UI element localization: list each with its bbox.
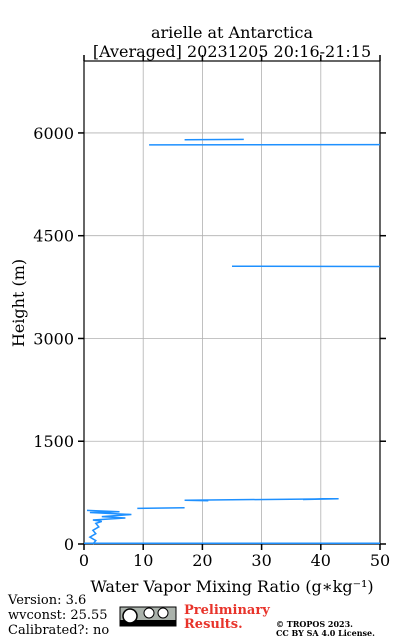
x-tick-label: 0 xyxy=(79,551,89,570)
y-tick-label: 3000 xyxy=(33,329,74,348)
copyright: © TROPOS 2023. xyxy=(276,619,353,629)
preliminary-note: Preliminary Results. xyxy=(184,603,274,632)
y-tick-label: 6000 xyxy=(33,124,74,143)
cc-badge xyxy=(119,606,177,627)
x-tick-label: 10 xyxy=(133,551,153,570)
license: CC BY SA 4.0 License. xyxy=(276,628,375,638)
y-axis-label: Height (m) xyxy=(9,259,28,347)
y-tick-label: 4500 xyxy=(33,227,74,246)
x-tick-label: 20 xyxy=(192,551,212,570)
y-tick-label: 0 xyxy=(64,535,74,554)
version: Version: 3.6 xyxy=(7,593,86,608)
calibrated: Calibrated?: no xyxy=(8,623,109,638)
y-tick-label: 1500 xyxy=(33,432,74,451)
chart-title: arielle at Antarctica xyxy=(151,23,314,42)
x-tick-label: 40 xyxy=(311,551,331,570)
profile-line xyxy=(84,138,381,545)
x-tick-label: 50 xyxy=(370,551,390,570)
plot-frame xyxy=(83,60,381,545)
chart-subtitle: [Averaged] 20231205 20:16-21:15 xyxy=(93,42,371,61)
wvconst: wvconst: 25.55 xyxy=(8,608,108,623)
x-axis-label: Water Vapor Mixing Ratio (g∗kg⁻¹) xyxy=(90,577,373,596)
x-tick-label: 30 xyxy=(251,551,271,570)
